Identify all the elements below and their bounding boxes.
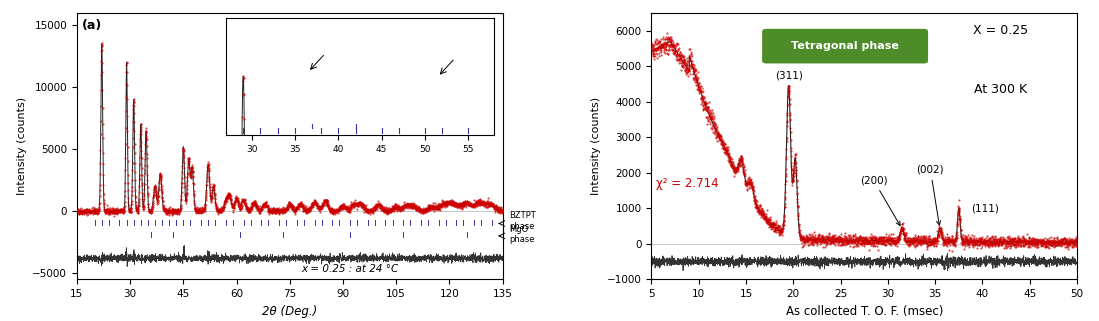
X-axis label: As collected T. O. F. (msec): As collected T. O. F. (msec) [786, 305, 943, 317]
Text: χ² = 2.714: χ² = 2.714 [656, 177, 719, 190]
Text: Tetragonal phase: Tetragonal phase [791, 41, 899, 51]
Text: X = 0.25: X = 0.25 [973, 24, 1028, 37]
Text: At 300 K: At 300 K [974, 83, 1026, 96]
Text: x = 0.25 : at 24 °C: x = 0.25 : at 24 °C [301, 264, 399, 274]
X-axis label: 2θ (Deg.): 2θ (Deg.) [262, 305, 318, 317]
Text: (200): (200) [859, 175, 900, 225]
Text: MgO
phase: MgO phase [510, 225, 535, 244]
Y-axis label: Intensity (counts): Intensity (counts) [16, 97, 26, 195]
Text: (002): (002) [917, 165, 944, 225]
Text: (111): (111) [972, 203, 999, 213]
Text: BZTPT
phase: BZTPT phase [510, 211, 536, 231]
Y-axis label: Intensity (counts): Intensity (counts) [591, 97, 601, 195]
FancyBboxPatch shape [762, 29, 928, 64]
Text: χ² = 3.42: χ² = 3.42 [271, 90, 330, 103]
Text: (311): (311) [775, 70, 802, 80]
Text: (a): (a) [82, 19, 102, 32]
